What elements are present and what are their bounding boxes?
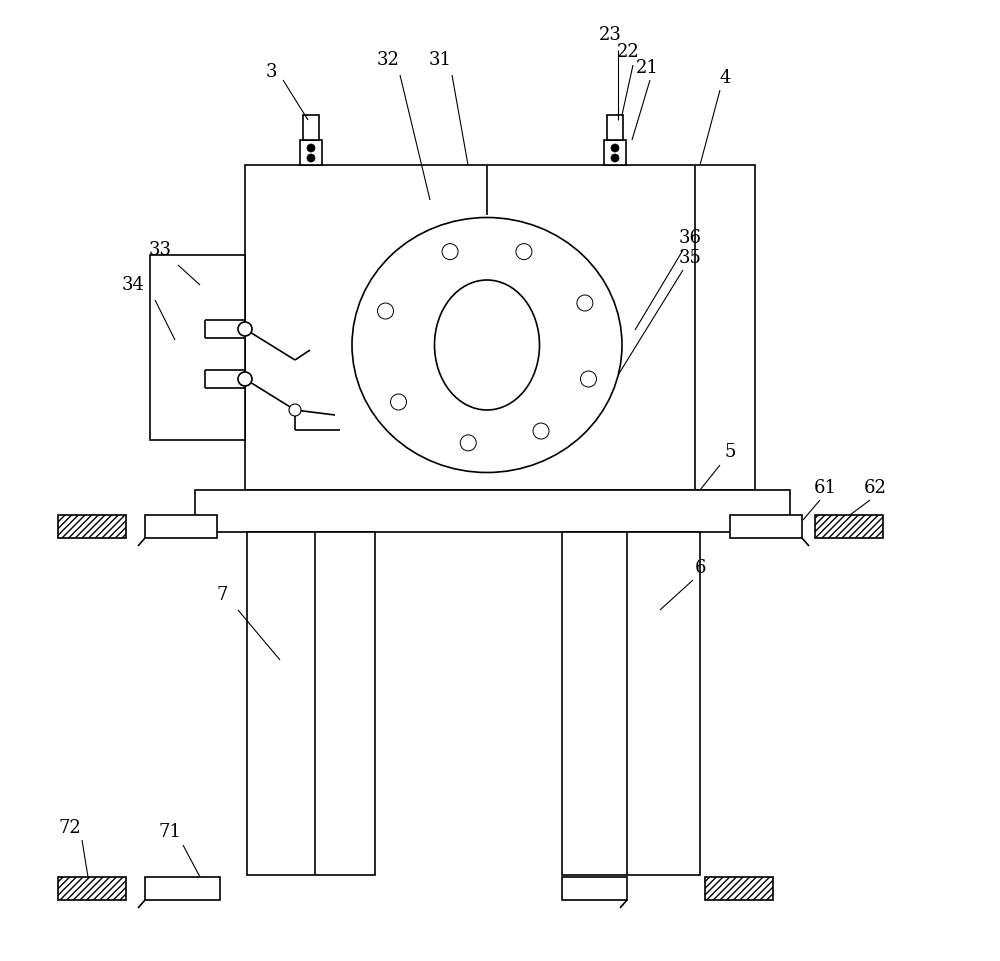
Circle shape xyxy=(238,372,252,386)
Bar xyxy=(562,532,700,875)
Text: 7: 7 xyxy=(216,586,228,604)
Text: 71: 71 xyxy=(159,823,181,841)
Bar xyxy=(607,115,623,140)
Text: 35: 35 xyxy=(679,249,701,267)
Ellipse shape xyxy=(434,280,540,410)
Text: 34: 34 xyxy=(122,276,144,294)
Bar xyxy=(705,877,773,900)
Bar xyxy=(562,877,627,900)
Ellipse shape xyxy=(352,217,622,473)
Bar xyxy=(300,140,322,165)
Bar xyxy=(58,515,126,538)
Text: 62: 62 xyxy=(864,479,886,497)
Text: 31: 31 xyxy=(428,51,452,69)
Text: 33: 33 xyxy=(148,241,172,259)
Text: 72: 72 xyxy=(59,819,81,837)
Circle shape xyxy=(580,371,596,387)
Bar xyxy=(815,515,883,538)
Bar xyxy=(247,532,375,875)
Circle shape xyxy=(611,154,619,162)
Circle shape xyxy=(238,322,252,336)
Text: 22: 22 xyxy=(617,43,639,61)
Bar xyxy=(730,515,802,538)
Bar xyxy=(150,255,245,440)
Text: 23: 23 xyxy=(599,26,621,44)
Circle shape xyxy=(516,244,532,259)
Text: 36: 36 xyxy=(678,229,702,247)
Circle shape xyxy=(611,144,619,152)
Circle shape xyxy=(577,295,593,311)
Bar xyxy=(245,165,755,490)
Bar xyxy=(58,877,126,900)
Bar xyxy=(145,877,220,900)
Text: 61: 61 xyxy=(814,479,836,497)
Bar xyxy=(145,515,217,538)
Text: 21: 21 xyxy=(636,59,658,77)
Circle shape xyxy=(289,404,301,416)
Text: 32: 32 xyxy=(377,51,399,69)
Bar xyxy=(604,140,626,165)
Circle shape xyxy=(307,154,315,162)
Circle shape xyxy=(442,244,458,259)
Bar xyxy=(195,490,790,532)
Circle shape xyxy=(533,423,549,439)
Text: 5: 5 xyxy=(724,443,736,461)
Circle shape xyxy=(391,394,407,410)
Text: 4: 4 xyxy=(719,69,731,87)
Circle shape xyxy=(307,144,315,152)
Circle shape xyxy=(378,303,394,319)
Text: 3: 3 xyxy=(265,63,277,81)
Circle shape xyxy=(460,434,476,451)
Text: 6: 6 xyxy=(694,559,706,577)
Bar xyxy=(303,115,319,140)
